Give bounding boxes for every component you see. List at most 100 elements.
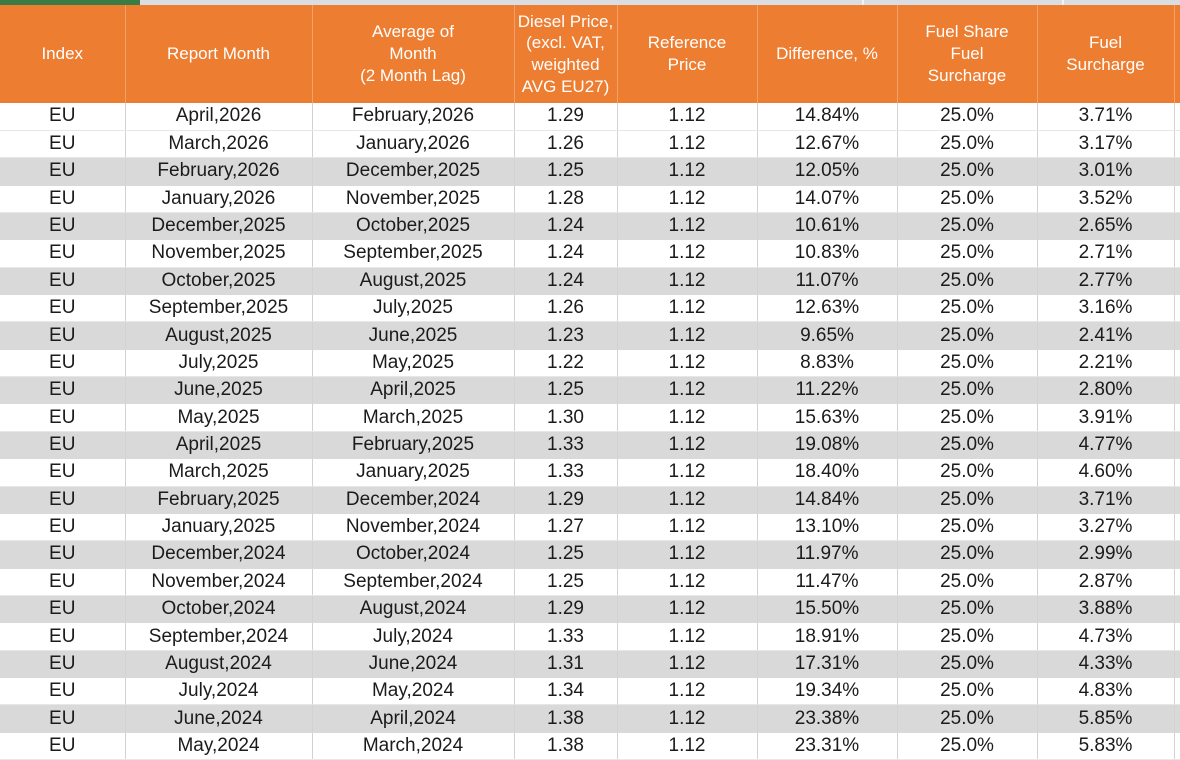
cell-report-month: January,2026 xyxy=(124,185,312,213)
cell-fuel-surcharge: 4.73% xyxy=(1036,622,1174,651)
cell-difference: 14.84% xyxy=(756,103,897,131)
cell-diesel-price: 1.28 xyxy=(513,185,617,213)
cell-report-month: January,2025 xyxy=(124,513,312,542)
row-edge-filler xyxy=(1173,622,1180,651)
table-row: EU November,2024 September,2024 1.25 1.12 11.… xyxy=(0,568,1180,596)
cell-reference-price: 1.12 xyxy=(616,349,757,378)
cell-index: EU xyxy=(0,267,125,296)
cell-fuel-share: 25.0% xyxy=(896,732,1037,760)
cell-fuel-surcharge: 2.99% xyxy=(1036,540,1174,569)
cell-index: EU xyxy=(0,595,125,624)
cell-index: EU xyxy=(0,376,125,405)
cell-index: EU xyxy=(0,650,125,679)
cell-report-month: August,2025 xyxy=(124,321,312,350)
cell-reference-price: 1.12 xyxy=(616,513,757,542)
cell-difference: 12.05% xyxy=(756,157,897,186)
row-edge-filler xyxy=(1173,458,1180,487)
cell-fuel-share: 25.0% xyxy=(896,130,1037,159)
cell-average-month: June,2025 xyxy=(311,321,514,350)
cell-index: EU xyxy=(0,185,125,213)
cell-fuel-surcharge: 3.16% xyxy=(1036,294,1174,323)
cell-reference-price: 1.12 xyxy=(616,103,757,131)
cell-difference: 12.67% xyxy=(756,130,897,159)
cell-fuel-share: 25.0% xyxy=(896,595,1037,624)
cell-reference-price: 1.12 xyxy=(616,704,757,733)
cell-average-month: September,2024 xyxy=(311,568,514,596)
cell-report-month: May,2024 xyxy=(124,732,312,760)
table-row: EU December,2024 October,2024 1.25 1.12 11.97… xyxy=(0,540,1180,569)
cell-index: EU xyxy=(0,103,125,131)
table-row: EU May,2025 March,2025 1.30 1.12 15.63% 25.0% 3… xyxy=(0,403,1180,432)
cell-fuel-share: 25.0% xyxy=(896,267,1037,296)
cell-index: EU xyxy=(0,349,125,378)
cell-fuel-share: 25.0% xyxy=(896,321,1037,350)
row-edge-filler xyxy=(1173,185,1180,213)
row-edge-filler xyxy=(1173,650,1180,679)
cell-reference-price: 1.12 xyxy=(616,321,757,350)
cell-reference-price: 1.12 xyxy=(616,486,757,514)
cell-fuel-surcharge: 2.65% xyxy=(1036,212,1174,241)
cell-index: EU xyxy=(0,513,125,542)
row-edge-filler xyxy=(1173,431,1180,460)
cell-diesel-price: 1.25 xyxy=(513,376,617,405)
table-row: EU September,2025 July,2025 1.26 1.12 12.63% 2… xyxy=(0,294,1180,323)
column-header-average-month: Average of Month (2 Month Lag) xyxy=(311,5,514,103)
cell-diesel-price: 1.33 xyxy=(513,431,617,460)
cell-difference: 11.97% xyxy=(756,540,897,569)
cell-difference: 10.83% xyxy=(756,239,897,268)
row-edge-filler xyxy=(1173,732,1180,760)
cell-diesel-price: 1.25 xyxy=(513,568,617,596)
table-row: EU February,2025 December,2024 1.29 1.12 14.8… xyxy=(0,486,1180,514)
cell-diesel-price: 1.31 xyxy=(513,650,617,679)
table-row: EU August,2024 June,2024 1.31 1.12 17.31% 25.0… xyxy=(0,650,1180,679)
cell-index: EU xyxy=(0,486,125,514)
cell-fuel-surcharge: 4.77% xyxy=(1036,431,1174,460)
cell-index: EU xyxy=(0,130,125,159)
cell-average-month: September,2025 xyxy=(311,239,514,268)
cell-reference-price: 1.12 xyxy=(616,458,757,487)
cell-fuel-share: 25.0% xyxy=(896,212,1037,241)
row-edge-filler xyxy=(1173,294,1180,323)
table-row: EU January,2025 November,2024 1.27 1.12 13.10… xyxy=(0,513,1180,542)
column-header-diesel-price: Diesel Price, (excl. VAT, weighted AVG E… xyxy=(513,5,617,103)
cell-difference: 15.63% xyxy=(756,403,897,432)
table-row: EU May,2024 March,2024 1.38 1.12 23.31% 25.0% 5… xyxy=(0,732,1180,760)
cell-fuel-share: 25.0% xyxy=(896,157,1037,186)
cell-report-month: October,2024 xyxy=(124,595,312,624)
row-edge-filler xyxy=(1173,403,1180,432)
cell-average-month: November,2024 xyxy=(311,513,514,542)
cell-difference: 12.63% xyxy=(756,294,897,323)
cell-difference: 23.31% xyxy=(756,732,897,760)
cell-index: EU xyxy=(0,540,125,569)
cell-reference-price: 1.12 xyxy=(616,732,757,760)
cell-report-month: February,2025 xyxy=(124,486,312,514)
cell-report-month: December,2024 xyxy=(124,540,312,569)
cell-diesel-price: 1.23 xyxy=(513,321,617,350)
cell-difference: 14.84% xyxy=(756,486,897,514)
cell-difference: 9.65% xyxy=(756,321,897,350)
cell-fuel-share: 25.0% xyxy=(896,540,1037,569)
cell-fuel-surcharge: 3.27% xyxy=(1036,513,1174,542)
cell-fuel-share: 25.0% xyxy=(896,103,1037,131)
cell-fuel-share: 25.0% xyxy=(896,403,1037,432)
cell-average-month: November,2025 xyxy=(311,185,514,213)
table-row: EU April,2025 February,2025 1.33 1.12 19.08% 2… xyxy=(0,431,1180,460)
row-edge-filler xyxy=(1173,130,1180,159)
cell-average-month: October,2025 xyxy=(311,212,514,241)
cell-diesel-price: 1.25 xyxy=(513,540,617,569)
row-edge-filler xyxy=(1173,239,1180,268)
column-header-index: Index xyxy=(0,5,125,103)
table-body: EU April,2026 February,2026 1.29 1.12 14.84% 2… xyxy=(0,103,1180,760)
column-header-reference-price: Reference Price xyxy=(616,5,757,103)
table-row: EU April,2026 February,2026 1.29 1.12 14.84% 2… xyxy=(0,103,1180,131)
row-edge-filler xyxy=(1173,349,1180,378)
cell-reference-price: 1.12 xyxy=(616,157,757,186)
cell-report-month: September,2025 xyxy=(124,294,312,323)
row-edge-filler xyxy=(1173,513,1180,542)
cell-average-month: August,2024 xyxy=(311,595,514,624)
cell-diesel-price: 1.29 xyxy=(513,595,617,624)
cell-diesel-price: 1.29 xyxy=(513,103,617,131)
cell-index: EU xyxy=(0,403,125,432)
cell-average-month: January,2025 xyxy=(311,458,514,487)
cell-diesel-price: 1.25 xyxy=(513,157,617,186)
